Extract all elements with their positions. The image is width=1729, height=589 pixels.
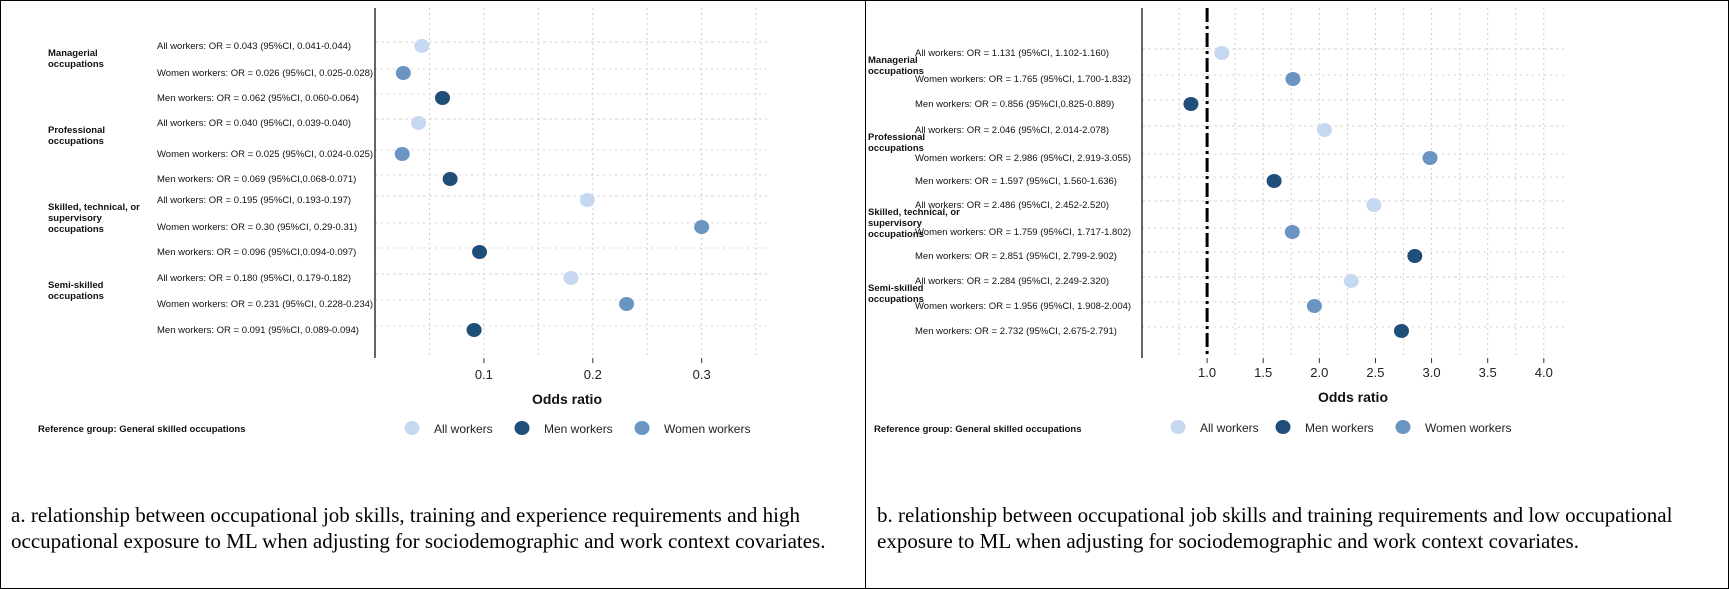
legend-label-all: All workers bbox=[434, 422, 493, 436]
x-axis-label: Odds ratio bbox=[532, 391, 602, 407]
point-women bbox=[694, 220, 709, 234]
x-tick-label: 1.0 bbox=[1198, 365, 1216, 380]
row-label: Men workers: OR = 2.732 (95%CI, 2.675-2.… bbox=[915, 326, 1117, 337]
x-tick-label: 0.2 bbox=[584, 367, 602, 382]
plot-area bbox=[375, 8, 767, 358]
point-all bbox=[564, 271, 579, 285]
group-label: occupations bbox=[48, 224, 104, 235]
group-label: Semi-skilled bbox=[868, 283, 924, 294]
legend-marker-women bbox=[1396, 420, 1411, 434]
x-tick-label: 4.0 bbox=[1535, 365, 1553, 380]
row-label: Men workers: OR = 0.856 (95%CI,0.825-0.8… bbox=[915, 99, 1114, 110]
caption-a: a. relationship between occupational job… bbox=[11, 502, 856, 554]
point-men bbox=[443, 172, 458, 186]
point-women bbox=[395, 147, 410, 161]
point-all bbox=[1344, 274, 1359, 288]
legend-marker-all bbox=[405, 421, 420, 435]
point-men bbox=[1407, 249, 1422, 263]
point-women bbox=[1307, 299, 1322, 313]
group-label: Skilled, technical, or bbox=[48, 202, 140, 213]
row-label: Women workers: OR = 1.956 (95%CI, 1.908-… bbox=[915, 301, 1131, 312]
row-label: Men workers: OR = 0.091 (95%CI, 0.089-0.… bbox=[157, 325, 359, 336]
x-tick-label: 3.0 bbox=[1423, 365, 1441, 380]
x-tick-label: 2.5 bbox=[1366, 365, 1384, 380]
plot-area bbox=[1142, 8, 1564, 358]
row-label: Men workers: OR = 2.851 (95%CI, 2.799-2.… bbox=[915, 251, 1117, 262]
point-men bbox=[1183, 97, 1198, 111]
row-label: All workers: OR = 0.195 (95%CI, 0.193-0.… bbox=[157, 195, 351, 206]
x-tick-label: 2.0 bbox=[1310, 365, 1328, 380]
x-tick-label: 0.3 bbox=[693, 367, 711, 382]
point-men bbox=[435, 91, 450, 105]
x-tick-label: 1.5 bbox=[1254, 365, 1272, 380]
row-label: Women workers: OR = 1.759 (95%CI, 1.717-… bbox=[915, 227, 1131, 238]
row-label: Women workers: OR = 1.765 (95%CI, 1.700-… bbox=[915, 74, 1131, 85]
point-all bbox=[1366, 198, 1381, 212]
row-label: Women workers: OR = 2.986 (95%CI, 2.919-… bbox=[915, 153, 1131, 164]
group-label: Managerial bbox=[48, 48, 98, 59]
row-label: Women workers: OR = 0.025 (95%CI, 0.024-… bbox=[157, 149, 373, 160]
group-label: supervisory bbox=[868, 218, 923, 229]
legend-marker-men bbox=[515, 421, 530, 435]
point-men bbox=[1394, 324, 1409, 338]
group-label: Skilled, technical, or bbox=[868, 207, 960, 218]
row-label: Women workers: OR = 0.30 (95%CI, 0.29-0.… bbox=[157, 222, 357, 233]
row-label: All workers: OR = 0.180 (95%CI, 0.179-0.… bbox=[157, 273, 351, 284]
point-all bbox=[580, 193, 595, 207]
group-label: occupations bbox=[48, 291, 104, 302]
point-women bbox=[396, 66, 411, 80]
point-all bbox=[1214, 46, 1229, 60]
legend-marker-women bbox=[635, 421, 650, 435]
x-tick-label: 0.1 bbox=[475, 367, 493, 382]
row-label: Women workers: OR = 0.026 (95%CI, 0.025-… bbox=[157, 68, 373, 79]
row-label: All workers: OR = 2.046 (95%CI, 2.014-2.… bbox=[915, 125, 1109, 136]
forest-plot-a: 0.1 0.2 0.3 Odds ratio All workers: OR = 0.0… bbox=[2, 6, 864, 486]
point-all bbox=[414, 39, 429, 53]
row-label: Men workers: OR = 0.062 (95%CI, 0.060-0.… bbox=[157, 93, 359, 104]
point-women bbox=[1285, 72, 1300, 86]
row-label: Men workers: OR = 0.069 (95%CI,0.068-0.0… bbox=[157, 174, 356, 185]
point-men bbox=[472, 245, 487, 259]
row-label: All workers: OR = 0.040 (95%CI, 0.039-0.… bbox=[157, 118, 351, 129]
x-tick-label: 3.5 bbox=[1479, 365, 1497, 380]
caption-b: b. relationship between occupational job… bbox=[877, 502, 1722, 554]
group-label: occupations bbox=[48, 136, 104, 147]
group-label: occupations bbox=[48, 59, 104, 70]
reference-note: Reference group: General skilled occupat… bbox=[38, 424, 245, 435]
group-label: occupations bbox=[868, 294, 924, 305]
legend-label-women: Women workers bbox=[1425, 421, 1511, 435]
legend-marker-all bbox=[1171, 420, 1186, 434]
point-women bbox=[1422, 151, 1437, 165]
group-label: occupations bbox=[868, 66, 924, 77]
legend-label-women: Women workers bbox=[664, 422, 750, 436]
reference-note: Reference group: General skilled occupat… bbox=[874, 424, 1081, 435]
legend-label-men: Men workers bbox=[544, 422, 613, 436]
legend-label-all: All workers bbox=[1200, 421, 1259, 435]
point-men bbox=[1267, 174, 1282, 188]
forest-plot-b: 1.0 1.5 2.0 2.5 3.0 3.5 4.0 Odds ratio All worke… bbox=[868, 6, 1726, 486]
legend-marker-men bbox=[1276, 420, 1291, 434]
legend-label-men: Men workers bbox=[1305, 421, 1374, 435]
row-label: Men workers: OR = 0.096 (95%CI,0.094-0.0… bbox=[157, 247, 356, 258]
row-label: All workers: OR = 2.284 (95%CI, 2.249-2.… bbox=[915, 276, 1109, 287]
group-label: Professional bbox=[48, 125, 105, 136]
row-label: All workers: OR = 1.131 (95%CI, 1.102-1.… bbox=[915, 48, 1109, 59]
row-label: All workers: OR = 0.043 (95%CI, 0.041-0.… bbox=[157, 41, 351, 52]
point-all bbox=[411, 116, 426, 130]
group-label: Semi-skilled bbox=[48, 280, 104, 291]
row-label: Women workers: OR = 0.231 (95%CI, 0.228-… bbox=[157, 299, 373, 310]
group-label: occupations bbox=[868, 229, 924, 240]
row-label: Men workers: OR = 1.597 (95%CI, 1.560-1.… bbox=[915, 176, 1117, 187]
point-all bbox=[1317, 123, 1332, 137]
point-women bbox=[619, 297, 634, 311]
point-men bbox=[467, 323, 482, 337]
group-label: occupations bbox=[868, 143, 924, 154]
group-label: Professional bbox=[868, 132, 925, 143]
group-label: Managerial bbox=[868, 55, 918, 66]
point-women bbox=[1285, 225, 1300, 239]
group-label: supervisory bbox=[48, 213, 103, 224]
x-axis-label: Odds ratio bbox=[1318, 389, 1388, 405]
